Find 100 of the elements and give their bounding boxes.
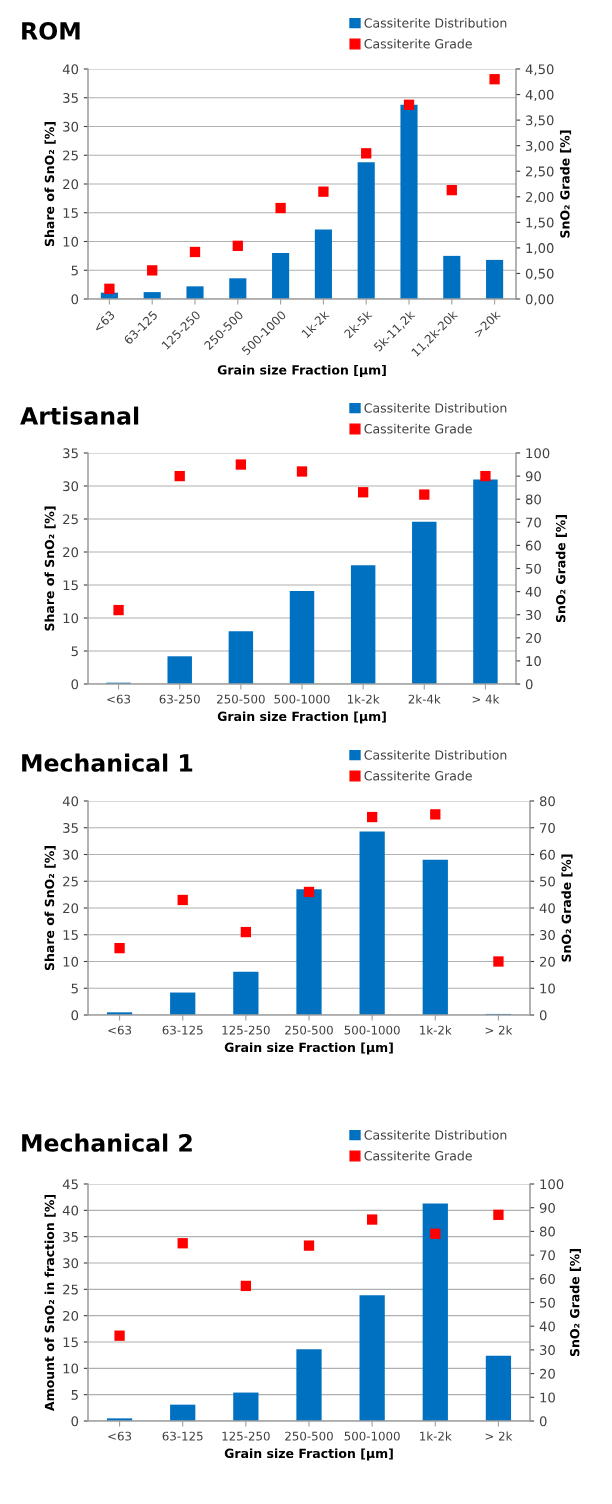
x-tick-label: 63-125 [162,1431,203,1441]
y2-tick-label: 4,50 [525,64,554,76]
y2-tick-label: 30 [540,1345,555,1356]
y-tick-label: 40 [62,1205,79,1216]
y-axis-title: Share of SnO₂ [%] [44,846,56,971]
y2-tick-label: 0,00 [525,294,554,306]
chart-title: Artisanal [20,406,139,425]
y2-axis-title: SnO₂ Grade [%] [569,1249,581,1357]
chart-title: Mechanical 2 [22,1133,192,1152]
x-axis-title: Grain size Fraction [µm] [224,1448,393,1461]
y-tick-label: 30 [63,849,79,860]
legend-label: Cassiterite Distribution [364,1130,507,1140]
x-tick-label: 2k-4k [408,694,441,704]
x-tick-label: 1k-2k [420,1431,452,1441]
y-tick-label: 25 [63,514,78,525]
y2-tick-label: 50 [540,1297,555,1308]
y2-tick-label: 0 [539,1010,547,1021]
x-tick-label: > 2k [485,1025,513,1035]
y2-tick-label: 80 [525,494,541,505]
x-tick-label: 125-250 [222,1025,270,1035]
x-tick-label: <63 [107,694,131,704]
x-tick-label: 1k-2k [420,1025,452,1035]
y2-tick-label: 20 [539,956,555,967]
y-tick-label: 0 [71,1010,79,1021]
x-tick-label: <63 [92,310,116,333]
y2-tick-label: 50 [526,563,541,574]
x-tick-label: <63 [108,1431,132,1441]
chart-title: Mechanical 1 [22,753,193,772]
y-tick-label: 20 [63,903,79,914]
y-tick-label: 10 [63,956,79,967]
y-tick-label: 15 [63,1337,78,1348]
y2-axis-title: SnO₂ Grade [%] [555,515,567,623]
x-tick-label: <63 [108,1025,132,1035]
y-tick-label: 25 [63,1284,78,1295]
y2-tick-label: 80 [539,796,555,807]
y-tick-label: 25 [63,150,78,161]
y2-tick-label: 0 [539,1416,547,1427]
y-tick-label: 5 [71,646,78,657]
y-tick-label: 35 [63,92,78,103]
legend-label: Cassiterite Distribution [364,750,507,760]
y2-tick-label: 100 [526,448,550,459]
x-tick-label: 500-1000 [344,1431,400,1441]
y2-tick-label: 10 [540,1392,555,1403]
y2-tick-label: 10 [526,656,541,667]
legend-label: Cassiterite Grade [364,1150,472,1161]
y2-tick-label: 60 [539,849,555,860]
y2-tick-label: 90 [539,1202,555,1213]
y2-tick-label: 20 [525,633,541,643]
x-tick-label: 63-250 [159,694,200,704]
legend-label: Cassiterite Distribution [364,18,507,28]
y2-tick-label: 80 [539,1226,555,1237]
y2-axis-title: SnO₂ Grade [%] [559,130,572,238]
x-tick-label: 63-125 [162,1025,203,1035]
x-tick-label: 500-1000 [344,1025,400,1035]
chart-title: ROM [22,21,80,40]
y2-tick-label: 1,50 [526,217,554,229]
x-tick-label: > 2k [485,1431,513,1441]
y-tick-label: 45 [62,1179,78,1190]
y2-tick-label: 3,50 [526,115,554,127]
y-tick-label: 5 [71,1390,78,1400]
x-axis-title: Grain size Fraction [µm] [224,1042,393,1055]
y2-axis-title: SnO₂ Grade [%] [561,854,573,962]
y-tick-label: 10 [63,613,79,624]
legend-label: Cassiterite Grade [364,423,472,434]
legend-label: Cassiterite Grade [364,770,472,781]
y2-tick-label: 0 [525,679,533,690]
y-tick-label: 25 [63,876,78,887]
y-tick-label: 0 [71,679,79,690]
y2-tick-label: 100 [540,1179,564,1190]
y-tick-label: 5 [71,983,78,994]
x-tick-label: 250-500 [217,694,265,704]
y-tick-label: 15 [63,208,78,218]
y-axis-title: Share of SnO₂ [%] [44,122,56,247]
y-tick-label: 0 [71,1416,79,1427]
y2-tick-label: 90 [525,471,541,482]
y2-tick-label: 60 [539,1274,555,1284]
y2-tick-label: 70 [540,822,555,833]
legend-label: Cassiterite Grade [364,38,472,49]
y2-tick-label: 60 [525,540,541,551]
y2-tick-label: 1,00 [526,243,554,255]
y-tick-label: 35 [63,822,78,833]
y2-tick-label: 0,50 [525,268,554,280]
y2-tick-label: 40 [539,903,555,914]
y-tick-label: 20 [63,1310,79,1321]
y2-tick-label: 50 [540,876,555,887]
y2-tick-label: 40 [525,586,541,597]
y2-tick-label: 70 [526,517,541,528]
y-tick-label: 40 [62,64,79,75]
y2-tick-label: 70 [540,1250,555,1261]
y2-tick-label: 20 [539,1368,555,1379]
y2-tick-label: 30 [526,609,541,620]
y-tick-label: 20 [63,179,79,190]
y-tick-label: 15 [63,930,78,940]
y-tick-label: 30 [63,481,79,492]
x-axis-title: Grain size Fraction [µm] [217,364,386,378]
y2-tick-label: 30 [540,929,555,940]
x-tick-label: 125-250 [222,1431,270,1441]
y-tick-label: 30 [63,121,79,132]
y2-tick-label: 4,00 [525,89,554,102]
y-tick-label: 30 [63,1258,79,1269]
